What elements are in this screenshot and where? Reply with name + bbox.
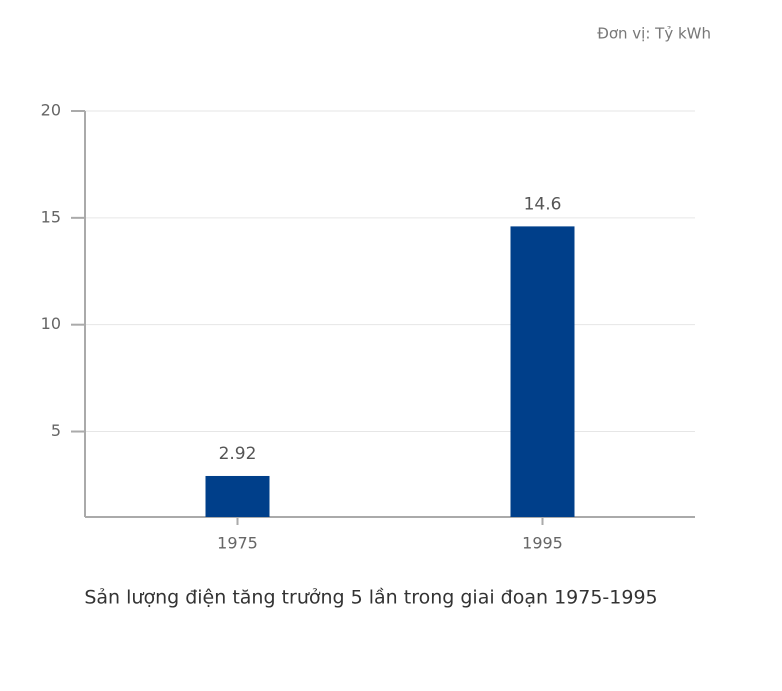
value-label: 14.6 — [524, 194, 562, 214]
unit-label: Đơn vị: Tỷ kWh — [597, 25, 711, 43]
y-tick-label: 15 — [41, 207, 61, 226]
bar — [205, 475, 270, 517]
y-tick-label: 20 — [41, 101, 61, 120]
bar — [510, 226, 575, 518]
x-tick-label: 1975 — [217, 534, 258, 553]
value-label: 2.92 — [219, 444, 257, 464]
y-tick-label: 5 — [51, 421, 61, 440]
caption: Sản lượng điện tăng trưởng 5 lần trong g… — [84, 587, 657, 609]
x-tick-label: 1995 — [522, 534, 563, 553]
y-tick-label: 10 — [41, 314, 61, 333]
